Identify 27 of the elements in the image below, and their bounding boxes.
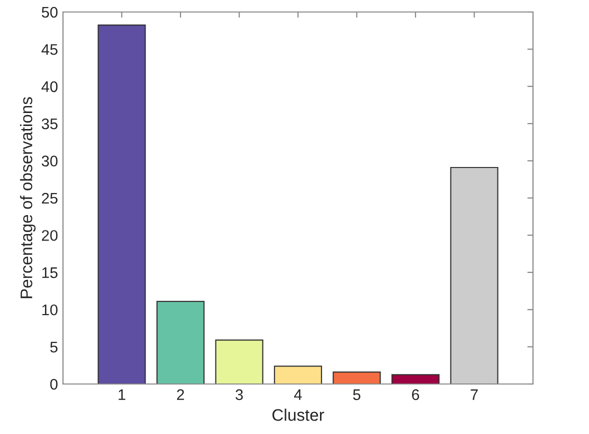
bar: [391, 374, 440, 384]
y-tick-label: 15: [42, 267, 58, 278]
x-tick-label: 1: [118, 389, 126, 400]
bar: [156, 300, 205, 384]
y-tick-label: 0: [50, 378, 58, 390]
x-tick-label: 6: [412, 389, 420, 400]
x-tick-label: 4: [294, 389, 302, 400]
bar: [274, 366, 322, 384]
y-tick-label: 50: [42, 6, 58, 18]
y-axis-title: Percentage of observations: [20, 97, 36, 298]
y-tick-label: 30: [42, 156, 58, 166]
y-tick-label: 35: [42, 118, 58, 130]
bar: [98, 24, 146, 384]
y-tick-label: 40: [42, 81, 58, 92]
y-tick-label: 20: [42, 230, 58, 241]
y-tick-label: 5: [50, 342, 58, 352]
x-tick-label: 7: [470, 389, 478, 400]
bar: [332, 372, 381, 384]
x-tick-label: 2: [177, 389, 184, 400]
x-tick-label: 5: [353, 389, 360, 400]
bar: [450, 166, 498, 384]
y-tick-label: 45: [42, 44, 58, 55]
y-tick-label: 25: [42, 192, 58, 204]
x-tick-label: 3: [236, 389, 243, 400]
x-axis-title: Cluster: [272, 408, 324, 421]
y-tick-label: 10: [42, 304, 58, 316]
bar: [215, 340, 264, 384]
